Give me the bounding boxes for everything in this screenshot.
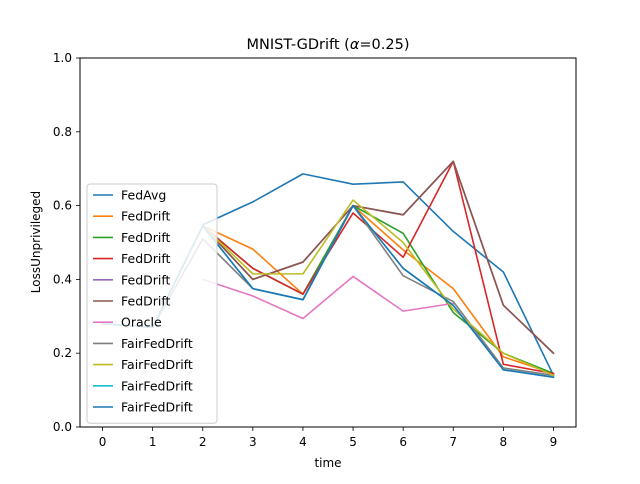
legend-label-2: FedDrift [121,230,171,245]
x-tick-label: 4 [299,435,307,449]
chart-title: MNIST-GDrift (α=0.25) [247,37,410,53]
y-axis: 0.0 0.2 0.4 0.6 0.8 1.0 [53,51,80,434]
chart-title-prefix: MNIST-GDrift ( [247,37,350,53]
legend-label-9: FairFedDrift [121,378,193,393]
legend-label-7: FairFedDrift [121,336,193,351]
legend-label-6: Oracle [121,315,162,330]
x-tick-label: 6 [399,435,407,449]
legend-label-8: FairFedDrift [121,357,193,372]
x-axis: 0 1 2 3 4 5 6 7 8 9 [99,427,558,449]
y-tick-label: 0.4 [53,272,72,286]
chart-title-symbol: α [350,37,360,53]
y-tick-label: 1.0 [53,51,72,65]
legend: FedAvg FedDrift FedDrift FedDrift FedDrift Fe… [86,183,218,424]
x-tick-label: 5 [349,435,357,449]
x-tick-label: 0 [99,435,107,449]
series-line-6 [201,275,455,320]
x-axis-label: time [314,456,341,470]
legend-label-0: FedAvg [121,188,166,203]
y-axis-label: LossUnprivileged [29,191,43,293]
x-tick-label: 8 [500,435,508,449]
legend-label-4: FedDrift [121,272,171,287]
y-tick-label: 0.2 [53,346,72,360]
plot-area-frame [79,57,577,428]
legend-frame [86,183,218,424]
x-tick-label: 3 [249,435,257,449]
series-line-5 [201,160,555,355]
legend-label-5: FedDrift [121,294,171,309]
legend-label-1: FedDrift [121,209,171,224]
legend-label-10: FairFedDrift [121,400,193,415]
y-tick-label: 0.8 [53,125,72,139]
series-line-0 [201,173,555,377]
series-line-3 [201,160,555,375]
x-tick-label: 1 [149,435,157,449]
y-tick-label: 0.0 [53,420,72,434]
legend-label-3: FedDrift [121,251,171,266]
chart-title-suffix: =0.25) [359,37,409,53]
x-tick-label: 7 [449,435,457,449]
x-tick-label: 2 [199,435,207,449]
x-tick-label: 9 [550,435,558,449]
y-tick-label: 0.6 [53,199,72,213]
